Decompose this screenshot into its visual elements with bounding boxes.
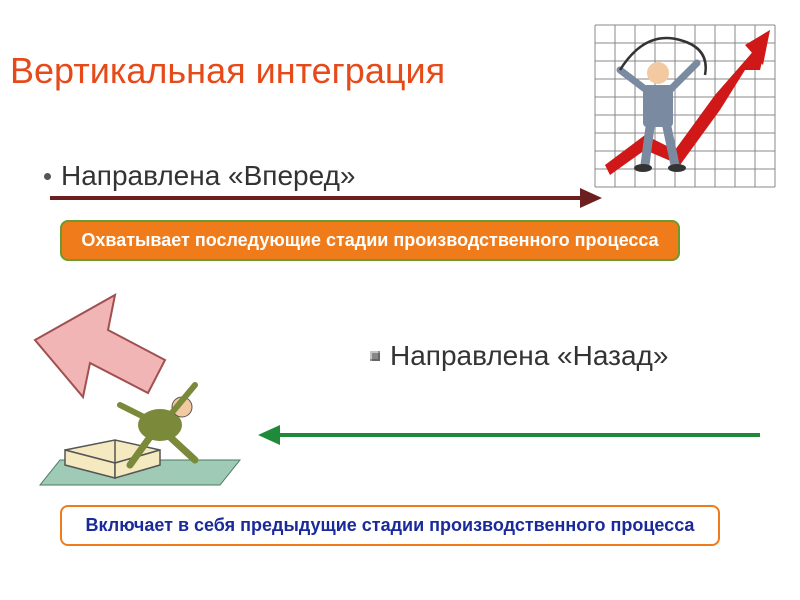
backward-arrow-line — [280, 433, 760, 437]
bullet-forward: Направлена «Вперед» — [44, 160, 355, 192]
backward-info-text: Включает в себя предыдущие стадии произв… — [86, 515, 695, 535]
backward-info-box: Включает в себя предыдущие стадии произв… — [60, 505, 720, 546]
bullet-backward-label: Направлена «Назад» — [390, 340, 668, 372]
bullet-dot-icon — [44, 173, 51, 180]
forward-arrow-line — [50, 196, 580, 200]
forward-info-box: Охватывает последующие стадии производст… — [60, 220, 680, 261]
bullet-square-icon — [370, 351, 380, 361]
bullet-forward-label: Направлена «Вперед» — [61, 160, 355, 192]
forward-info-text: Охватывает последующие стадии производст… — [81, 230, 658, 250]
page-title: Вертикальная интеграция — [10, 50, 445, 92]
falling-back-clipart-icon — [20, 285, 270, 495]
bullet-backward: Направлена «Назад» — [370, 340, 668, 372]
growth-chart-clipart-icon — [585, 15, 785, 205]
